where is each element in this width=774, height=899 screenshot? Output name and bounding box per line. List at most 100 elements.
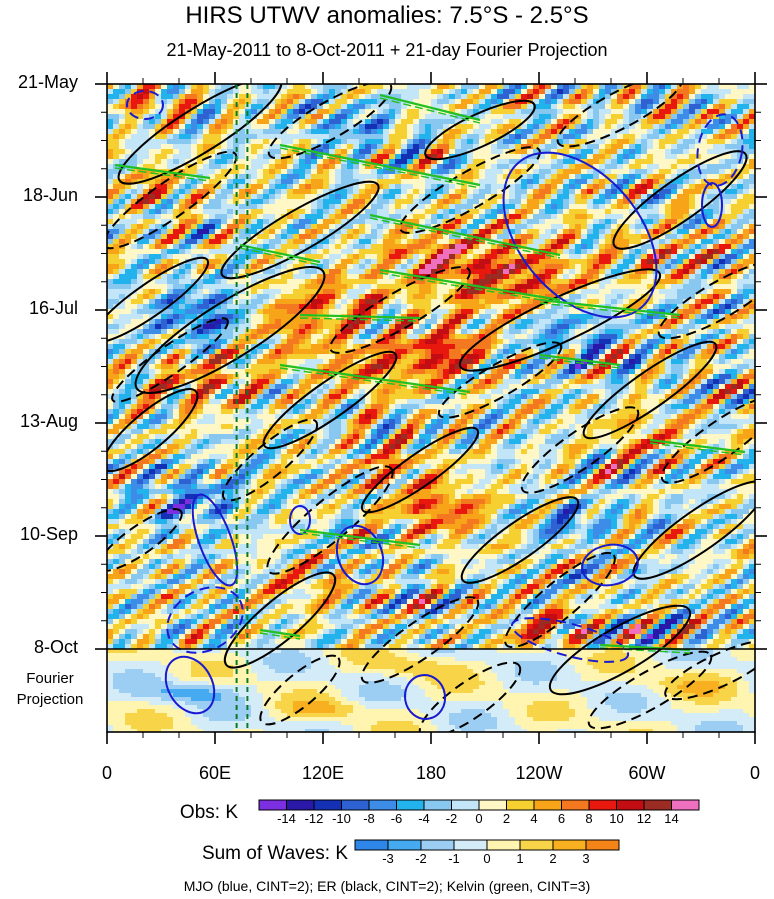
colorbar-label: 8 xyxy=(585,811,593,826)
waves-colorbar xyxy=(354,839,620,851)
projection-label: Fourier Projection xyxy=(16,670,84,708)
kelvin-contour xyxy=(369,217,561,259)
colorbar-label: 14 xyxy=(664,811,679,826)
contour-line xyxy=(632,480,755,580)
contour-line xyxy=(556,84,684,148)
kelvin-contour xyxy=(539,298,681,317)
x-tick-label: 120E xyxy=(301,763,345,783)
obs-colorbar xyxy=(258,799,700,811)
colorbar-swatch xyxy=(533,799,562,811)
contour-line xyxy=(399,146,541,234)
waves-colorbar-title: Sum of Waves: K xyxy=(201,843,348,864)
colorbar-swatch xyxy=(506,799,535,811)
contour-line xyxy=(612,150,748,250)
colorbar-swatch xyxy=(643,799,672,811)
fourier-projection-field xyxy=(107,649,755,732)
kelvin-contour xyxy=(649,438,746,454)
contour-line xyxy=(191,493,239,587)
colorbar-swatch xyxy=(354,839,389,851)
contour-line xyxy=(107,150,238,250)
contour-line xyxy=(587,650,713,730)
kelvin-contour xyxy=(259,632,301,640)
contour-line xyxy=(134,266,326,394)
kelvin-contour xyxy=(299,317,421,322)
contour-line xyxy=(221,418,319,502)
contour-line xyxy=(660,396,755,484)
obs-anomaly-field xyxy=(107,84,755,649)
colorbar-label: -1 xyxy=(448,851,460,866)
kelvin-contour xyxy=(279,147,481,189)
contour-line xyxy=(657,260,755,340)
contour-line xyxy=(504,551,616,649)
colorbar-swatch xyxy=(396,799,425,811)
contour-line xyxy=(582,340,718,440)
contour-line xyxy=(548,604,692,696)
contour-line xyxy=(259,654,341,726)
colorbar-label: 3 xyxy=(582,851,590,866)
contour-line xyxy=(664,639,755,701)
contour-line xyxy=(329,266,471,354)
x-tick-label: 60E xyxy=(198,763,232,783)
colorbar-label: -10 xyxy=(332,811,351,826)
reference-longitude-lines xyxy=(235,84,249,732)
colorbar-label: -2 xyxy=(445,811,458,826)
contour-line xyxy=(418,661,522,732)
contour-line xyxy=(460,496,580,584)
kelvin-contour xyxy=(649,442,746,456)
kelvin-contour xyxy=(114,163,211,180)
y-tick-label: 21-May xyxy=(17,72,78,92)
contour-line xyxy=(403,674,447,720)
chart-title: HIRS UTWV anomalies: 7.5°S - 2.5°S xyxy=(185,2,589,29)
kelvin-contour xyxy=(379,268,561,302)
contour-line xyxy=(166,586,244,654)
kelvin-contour xyxy=(379,93,481,122)
colorbar-swatch xyxy=(451,799,480,811)
contour-line xyxy=(262,350,398,450)
y-tick-label: 18-Jun xyxy=(22,185,78,205)
colorbar-swatch xyxy=(616,799,645,811)
colorbar-swatch xyxy=(387,839,422,851)
kelvin-contour xyxy=(369,213,561,257)
kelvin-contour xyxy=(299,528,421,547)
colorbar-swatch xyxy=(420,839,455,851)
colorbar-label: 2 xyxy=(549,851,557,866)
x-tick-label: 0 xyxy=(749,763,760,783)
contour-line xyxy=(696,113,744,187)
contour-line xyxy=(437,341,563,419)
colorbar-label: -8 xyxy=(363,811,375,826)
axis-ticks xyxy=(95,72,767,744)
colorbar-label: -4 xyxy=(418,811,430,826)
contour-line xyxy=(335,524,385,586)
colorbar-swatch xyxy=(671,799,700,811)
kelvin-contour xyxy=(539,353,621,367)
colorbar-swatch xyxy=(313,799,342,811)
contour-line xyxy=(107,388,199,472)
colorbar-swatch xyxy=(286,799,315,811)
kelvin-contour xyxy=(114,167,211,182)
y-tick-label: 10-Sep xyxy=(19,524,78,544)
colorbar-swatch xyxy=(368,799,397,811)
colorbar-swatch xyxy=(486,839,521,851)
contour-legend: MJO (blue, CINT=2); ER (black, CINT=2); … xyxy=(183,878,591,894)
colorbar-label: -2 xyxy=(415,851,427,866)
contour-line xyxy=(502,151,658,319)
kelvin-contour xyxy=(239,247,321,266)
contour-line xyxy=(107,508,183,572)
kelvin-contour xyxy=(259,628,301,638)
colorbar-swatch xyxy=(585,839,620,851)
contour-line xyxy=(581,543,639,587)
colorbar-label: 4 xyxy=(530,811,538,826)
kelvin-contour xyxy=(379,97,481,124)
kelvin-contour xyxy=(279,367,471,396)
y-tick-label: 13-Aug xyxy=(19,411,78,431)
contour-line xyxy=(164,655,216,715)
colorbar-swatch xyxy=(341,799,370,811)
colorbar-label: 12 xyxy=(636,811,652,826)
contour-line xyxy=(289,505,311,535)
colorbar-swatch xyxy=(423,799,452,811)
colorbar-label: -12 xyxy=(304,811,324,826)
colorbar-swatch xyxy=(588,799,617,811)
x-tick-label: 120W xyxy=(515,763,563,783)
colorbar-swatch xyxy=(258,799,287,811)
